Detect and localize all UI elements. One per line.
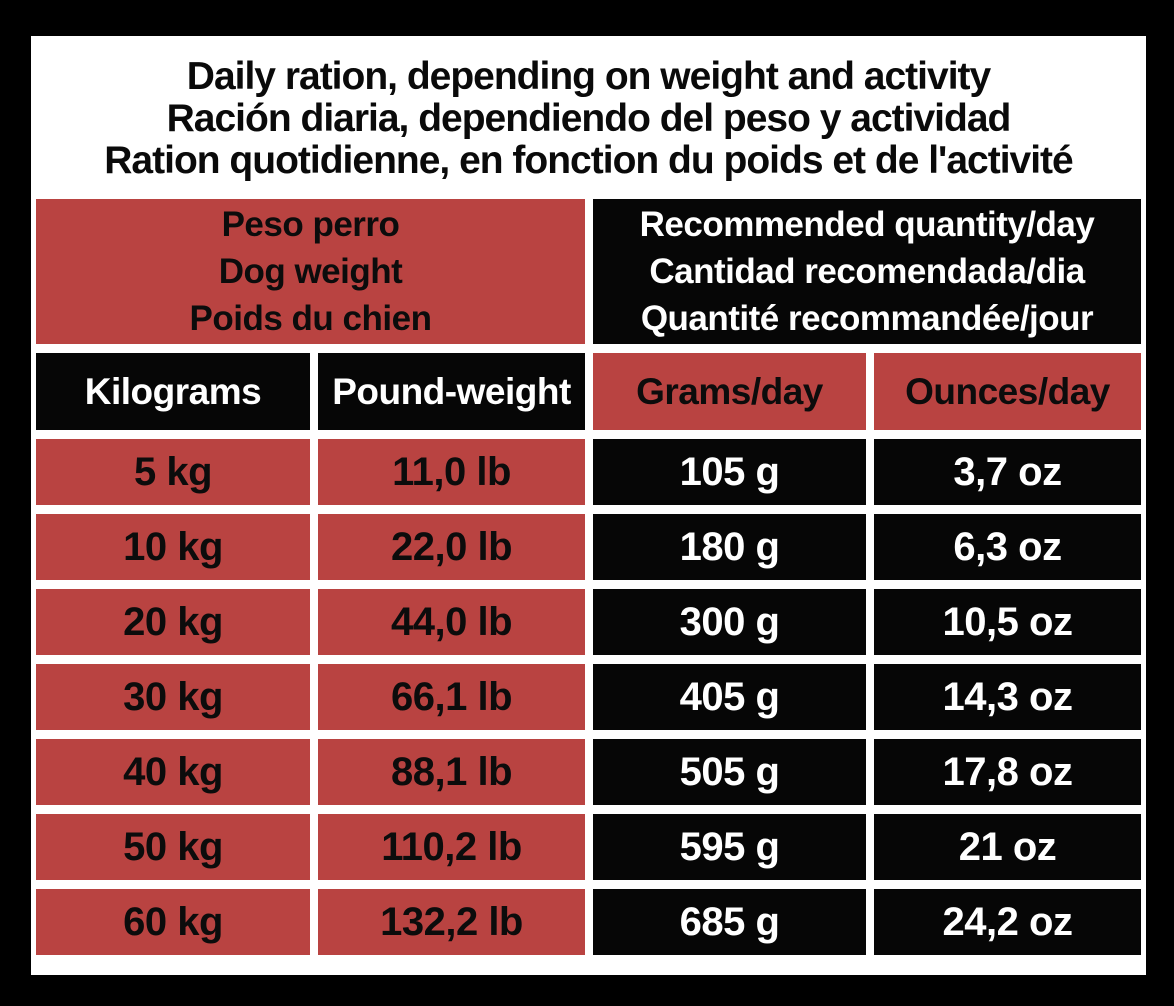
dog-weight-line-french: Poids du chien bbox=[189, 299, 432, 338]
quantity-line-english: Recommended quantity/day bbox=[639, 205, 1095, 244]
cell-grams: 105 g bbox=[593, 439, 866, 505]
cell-grams: 300 g bbox=[593, 589, 866, 655]
cell-grams: 505 g bbox=[593, 739, 866, 805]
cell-lb: 110,2 lb bbox=[318, 814, 585, 880]
title-line-french: Ration quotidienne, en fonction du poids… bbox=[104, 139, 1073, 182]
cell-ounces: 14,3 oz bbox=[874, 664, 1141, 730]
page-title: Daily ration, depending on weight and ac… bbox=[36, 56, 1141, 182]
quantity-line-french: Quantité recommandée/jour bbox=[640, 299, 1094, 338]
column-header-grams-day: Grams/day bbox=[593, 353, 866, 430]
cell-kg: 10 kg bbox=[36, 514, 310, 580]
cell-lb: 66,1 lb bbox=[318, 664, 585, 730]
title-line-english: Daily ration, depending on weight and ac… bbox=[186, 55, 991, 98]
cell-ounces: 10,5 oz bbox=[874, 589, 1141, 655]
cell-kg: 50 kg bbox=[36, 814, 310, 880]
cell-kg: 60 kg bbox=[36, 889, 310, 955]
cell-ounces: 3,7 oz bbox=[874, 439, 1141, 505]
title-line-spanish: Ración diaria, dependiendo del peso y ac… bbox=[166, 97, 1012, 140]
cell-lb: 132,2 lb bbox=[318, 889, 585, 955]
cell-grams: 685 g bbox=[593, 889, 866, 955]
cell-kg: 20 kg bbox=[36, 589, 310, 655]
cell-grams: 595 g bbox=[593, 814, 866, 880]
quantity-group-header: Recommended quantity/day Cantidad recome… bbox=[593, 199, 1141, 344]
cell-lb: 11,0 lb bbox=[318, 439, 585, 505]
quantity-line-spanish: Cantidad recomendada/dia bbox=[649, 252, 1085, 291]
column-header-pound-weight: Pound-weight bbox=[318, 353, 585, 430]
cell-lb: 44,0 lb bbox=[318, 589, 585, 655]
dog-weight-line-english: Dog weight bbox=[218, 252, 403, 291]
cell-grams: 405 g bbox=[593, 664, 866, 730]
cell-kg: 30 kg bbox=[36, 664, 310, 730]
column-header-kilograms: Kilograms bbox=[36, 353, 310, 430]
cell-ounces: 21 oz bbox=[874, 814, 1141, 880]
cell-kg: 5 kg bbox=[36, 439, 310, 505]
cell-lb: 22,0 lb bbox=[318, 514, 585, 580]
dog-weight-group-header: Peso perro Dog weight Poids du chien bbox=[36, 199, 585, 344]
cell-ounces: 24,2 oz bbox=[874, 889, 1141, 955]
dog-weight-line-spanish: Peso perro bbox=[221, 205, 400, 244]
cell-lb: 88,1 lb bbox=[318, 739, 585, 805]
ration-table: Peso perro Dog weight Poids du chien Rec… bbox=[36, 199, 1141, 955]
column-header-ounces-day: Ounces/day bbox=[874, 353, 1141, 430]
cell-kg: 40 kg bbox=[36, 739, 310, 805]
cell-ounces: 6,3 oz bbox=[874, 514, 1141, 580]
cell-ounces: 17,8 oz bbox=[874, 739, 1141, 805]
cell-grams: 180 g bbox=[593, 514, 866, 580]
label-panel: Daily ration, depending on weight and ac… bbox=[31, 36, 1146, 975]
